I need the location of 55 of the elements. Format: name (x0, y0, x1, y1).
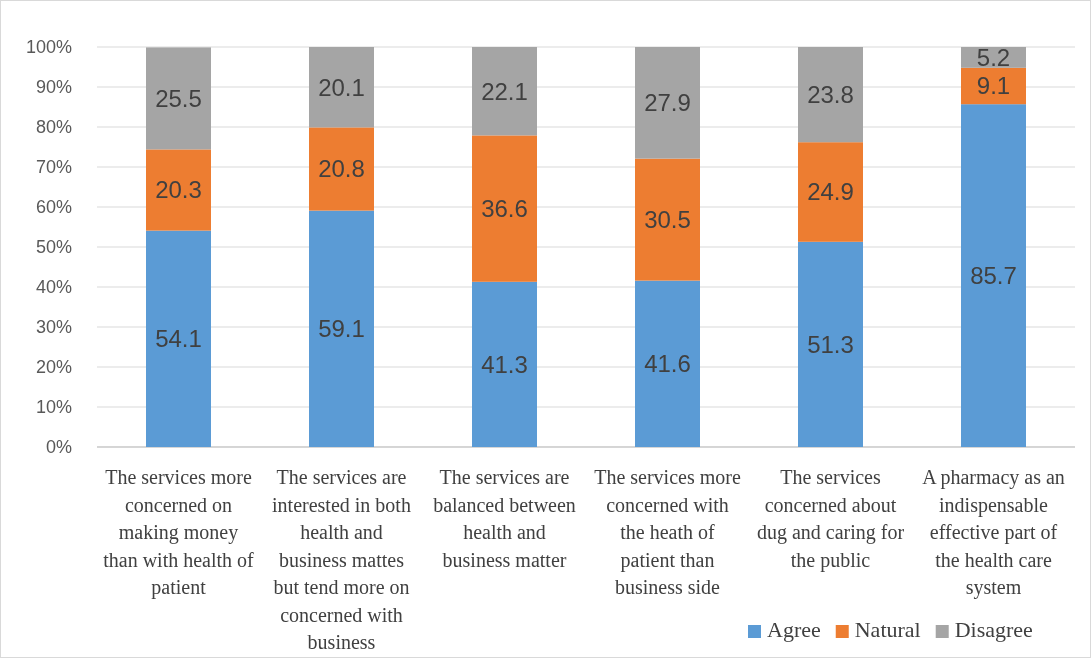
data-label: 27.9 (644, 89, 691, 117)
bar (635, 158, 700, 281)
x-tick-label: A pharmacy as an indispensable effective part of the health care system (922, 466, 1065, 599)
bar (146, 230, 211, 447)
bar (961, 67, 1026, 105)
bar (146, 47, 211, 150)
data-label: 85.7 (970, 262, 1017, 289)
data-label: 51.3 (807, 330, 854, 358)
data-label: 54.1 (155, 325, 202, 353)
y-tick-label: 90% (35, 77, 72, 98)
bar (309, 47, 374, 128)
bar (635, 280, 700, 447)
data-label: 30.5 (644, 206, 691, 233)
data-label: 25.5 (155, 84, 202, 112)
legend-label: Agree (767, 617, 821, 642)
data-label: 41.6 (644, 350, 691, 378)
bar (472, 47, 537, 136)
bar (798, 47, 863, 143)
bar (635, 47, 700, 159)
bar (961, 104, 1026, 447)
y-tick-label: 10% (35, 397, 72, 418)
bar (309, 127, 374, 211)
y-tick-label: 100% (25, 37, 72, 58)
bar (798, 142, 863, 242)
bar (472, 135, 537, 282)
bar (309, 210, 374, 447)
data-label: 23.8 (807, 81, 854, 108)
y-tick-label: 50% (35, 237, 72, 258)
legend-label: Natural (854, 617, 921, 642)
data-label: 36.6 (481, 195, 528, 222)
data-label: 59.1 (318, 315, 365, 343)
bar (472, 281, 537, 447)
data-label: 20.3 (155, 176, 202, 204)
data-label: 20.8 (318, 155, 365, 183)
data-label: 20.1 (318, 73, 365, 101)
x-tick-label: The services are interested in both health and business mattes but tend more on concerned with business (272, 466, 411, 653)
y-tick-label: 80% (35, 117, 72, 138)
data-label: 24.9 (807, 178, 854, 206)
x-tick-label: The services are balanced between health and business matter (433, 466, 576, 571)
y-tick-label: 0% (45, 437, 72, 458)
x-tick-label: The services concerned about dug and caring for the public (756, 466, 905, 572)
data-label: 41.3 (481, 350, 528, 378)
data-label: 9.1 (976, 72, 1011, 100)
y-tick-label: 40% (35, 277, 72, 298)
y-tick-label: 30% (35, 317, 72, 338)
y-tick-label: 20% (35, 357, 72, 378)
x-tick-label: The services more concerned with the heath of patient than business side (594, 466, 741, 598)
data-label: 22.1 (481, 77, 528, 105)
x-tick-label: The services more concerned on making money than with health of patient (103, 466, 255, 599)
y-tick-label: 70% (35, 157, 72, 178)
bar (146, 149, 211, 231)
bar (798, 241, 863, 447)
y-tick-label: 60% (35, 197, 72, 218)
legend-label: Disagree (954, 617, 1033, 642)
data-label: 5.2 (976, 43, 1011, 71)
